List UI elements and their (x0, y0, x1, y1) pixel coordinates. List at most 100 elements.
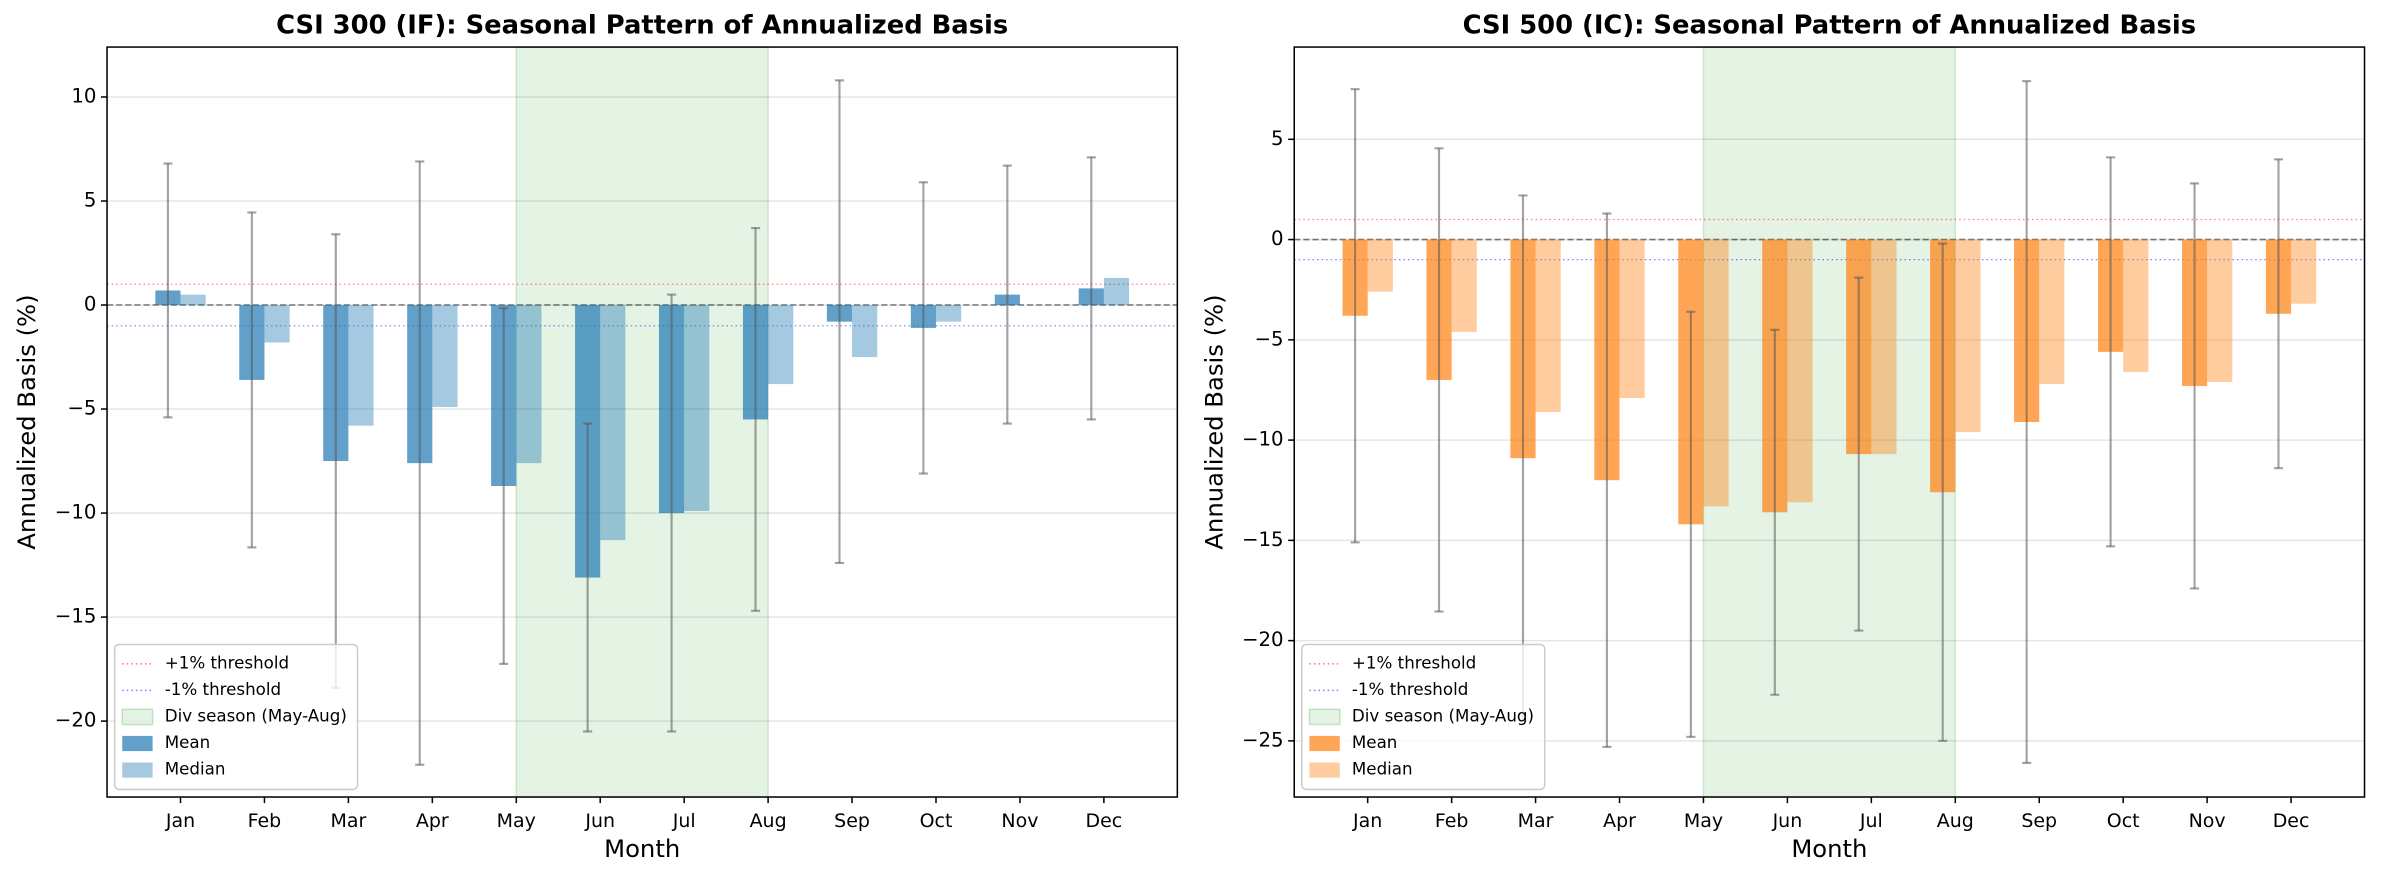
x-tick-label: Jun (584, 810, 615, 832)
axes-frame (106, 46, 1179, 798)
bar (935, 305, 962, 322)
x-tick-label: Feb (1435, 810, 1469, 832)
x-tick-label: May (497, 810, 536, 832)
legend-swatch (1308, 708, 1341, 726)
y-tick-label: 0 (1271, 227, 1284, 250)
x-tick-label: Jan (165, 810, 195, 832)
legend-label: Mean (1352, 733, 1397, 752)
y-tick-label: −20 (1242, 628, 1284, 651)
x-tick-label: Mar (1518, 810, 1554, 832)
season-span (1702, 46, 1957, 798)
x-tick-label: Oct (920, 810, 953, 832)
error-bar (1002, 164, 1012, 425)
x-tick-label: Nov (2189, 810, 2226, 832)
error-bar (247, 211, 257, 549)
x-tick-label: Apr (1603, 810, 1636, 832)
x-tick-label: Sep (834, 810, 870, 832)
y-tick-label: 5 (84, 189, 97, 212)
bar (684, 305, 710, 511)
chart-title: CSI 500 (IC): Seasonal Pattern of Annual… (1463, 10, 2196, 40)
bar (2123, 239, 2149, 372)
error-bar (1434, 147, 1444, 613)
season-span (515, 46, 769, 798)
x-tick-label: Aug (1937, 810, 1974, 832)
legend-label: -1% threshold (165, 680, 281, 699)
error-bar (163, 162, 173, 419)
y-tick-label: 0 (84, 293, 97, 316)
bar (1871, 239, 1897, 455)
legend-swatch (1309, 735, 1340, 752)
bar (2039, 239, 2065, 384)
error-bar (2106, 156, 2116, 548)
legend-label: +1% threshold (1352, 653, 1476, 672)
legend-swatch (122, 735, 153, 752)
x-tick-label: Nov (1001, 810, 1038, 832)
error-bar (750, 226, 761, 612)
error-bar (499, 307, 509, 665)
bar (1367, 239, 1393, 292)
bar (1451, 239, 1477, 332)
error-bar (1350, 88, 1360, 544)
error-bar (2189, 182, 2200, 590)
legend-label: -1% threshold (1352, 680, 1468, 699)
legend-swatch (121, 708, 154, 726)
x-tick-label: Jun (1772, 810, 1803, 832)
bar (2207, 239, 2233, 382)
y-tick-label: 5 (1271, 127, 1284, 150)
bar (1703, 239, 1729, 507)
y-tick-label: −20 (55, 709, 97, 732)
x-axis-label: Month (604, 834, 680, 863)
bar (600, 305, 626, 541)
error-bar (1770, 328, 1780, 696)
x-tick-label: Mar (330, 810, 366, 832)
x-tick-label: Feb (248, 810, 282, 832)
error-bar (583, 422, 593, 733)
y-tick-label: −15 (55, 605, 97, 628)
legend-label: Div season (May-Aug) (165, 706, 347, 725)
chart-title: CSI 300 (IF): Seasonal Pattern of Annual… (276, 10, 1008, 40)
error-bar (1086, 156, 1096, 421)
error-bar (415, 160, 425, 766)
error-bar (2022, 80, 2032, 764)
error-bar (667, 293, 677, 733)
bar (1619, 239, 1645, 398)
y-tick-label: −10 (55, 501, 97, 524)
legend-label: Mean (165, 733, 210, 752)
bar (1787, 239, 1813, 503)
y-tick-label: −10 (1242, 428, 1284, 451)
x-tick-label: Oct (2107, 810, 2140, 832)
bar (1955, 239, 1981, 433)
error-bar (1602, 212, 1612, 748)
x-axis-label: Month (1791, 834, 1867, 863)
legend-label: Div season (May-Aug) (1352, 706, 1534, 725)
x-tick-label: Jan (1352, 810, 1382, 832)
legend-label: +1% threshold (165, 653, 289, 672)
bar (2291, 239, 2317, 304)
bar (516, 305, 542, 464)
bar (1103, 277, 1130, 306)
y-tick-label: 10 (71, 84, 96, 107)
y-tick-label: −25 (1242, 728, 1284, 751)
legend-box (1301, 643, 1546, 791)
x-tick-label: Dec (2273, 810, 2310, 832)
bar (348, 305, 374, 426)
legend-box (113, 643, 359, 791)
x-tick-label: May (1684, 810, 1723, 832)
error-bar (1686, 310, 1696, 738)
axes-frame (1293, 46, 2366, 798)
bar (768, 305, 794, 385)
bar (180, 294, 206, 306)
x-tick-label: Jul (672, 810, 696, 832)
error-bar (2273, 158, 2284, 470)
error-bar (834, 79, 845, 565)
y-axis-label: Annualized Basis (%) (12, 294, 41, 549)
error-bar (1854, 276, 1864, 632)
bar (852, 305, 878, 358)
x-tick-label: Aug (750, 810, 787, 832)
bar (264, 305, 290, 343)
x-tick-label: Dec (1086, 810, 1123, 832)
x-tick-label: Sep (2021, 810, 2057, 832)
bar (1535, 239, 1561, 413)
y-axis-label: Annualized Basis (%) (1199, 294, 1228, 549)
